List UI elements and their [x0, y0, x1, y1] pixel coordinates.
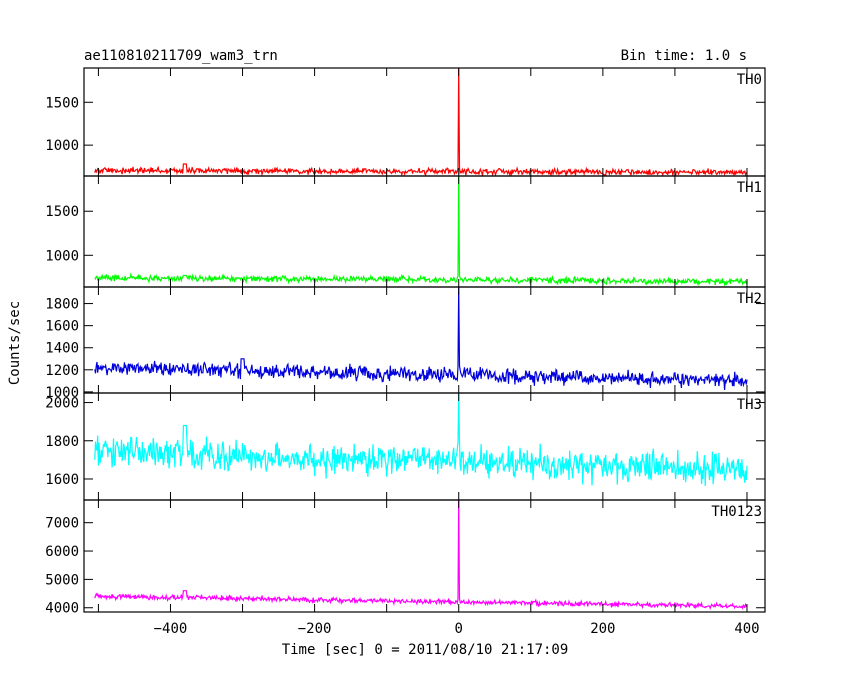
chart-title-left: ae110810211709_wam3_trn — [84, 48, 278, 64]
x-tick-label: 200 — [590, 621, 615, 637]
y-tick-label: 5000 — [45, 572, 79, 588]
series-line-th2 — [94, 286, 748, 391]
panel-label-th2: TH2 — [737, 291, 762, 307]
x-tick-label: 0 — [455, 621, 463, 637]
series-line-th0123 — [94, 499, 748, 611]
y-tick-label: 1600 — [45, 472, 79, 488]
y-tick-label: 1200 — [45, 363, 79, 379]
y-tick-label: 4000 — [45, 601, 79, 617]
y-tick-label: 6000 — [45, 544, 79, 560]
x-tick-label: −200 — [298, 621, 332, 637]
series-line-th3 — [94, 392, 748, 487]
y-tick-label: 1500 — [45, 204, 79, 220]
x-axis-label: Time [sec] 0 = 2011/08/10 21:17:09 — [282, 642, 569, 658]
y-tick-label: 7000 — [45, 516, 79, 532]
y-axis-label: Counts/sec — [7, 301, 23, 385]
y-tick-label: 1000 — [45, 385, 79, 401]
panel-label-th1: TH1 — [737, 180, 762, 196]
y-tick-label: 2000 — [45, 396, 79, 412]
chart-title-right: Bin time: 1.0 s — [621, 48, 747, 64]
panel-frame-th3 — [83, 392, 766, 501]
series-line-th0 — [94, 67, 748, 177]
y-tick-label: 1600 — [45, 319, 79, 335]
series-line-th1 — [94, 175, 748, 287]
y-tick-label: 1000 — [45, 248, 79, 264]
panel-frame-th0123 — [83, 499, 766, 613]
panel-label-th3: TH3 — [737, 397, 762, 413]
panels-group: TH0 1000 1500 TH1 1000 1500 TH2 1000 1200 1400 160… — [45, 67, 766, 637]
y-tick-label: 1000 — [45, 138, 79, 154]
y-tick-label: 1800 — [45, 297, 79, 313]
x-tick-label: −400 — [154, 621, 188, 637]
y-tick-label: 1500 — [45, 95, 79, 111]
panel-label-th0: TH0 — [737, 72, 762, 88]
x-tick-label: 400 — [734, 621, 759, 637]
panel-label-th0123: TH0123 — [711, 504, 762, 520]
y-tick-label: 1400 — [45, 341, 79, 357]
panel-frame-th1 — [83, 175, 766, 288]
y-tick-label: 1800 — [45, 434, 79, 450]
panel-frame-th0 — [83, 67, 766, 177]
